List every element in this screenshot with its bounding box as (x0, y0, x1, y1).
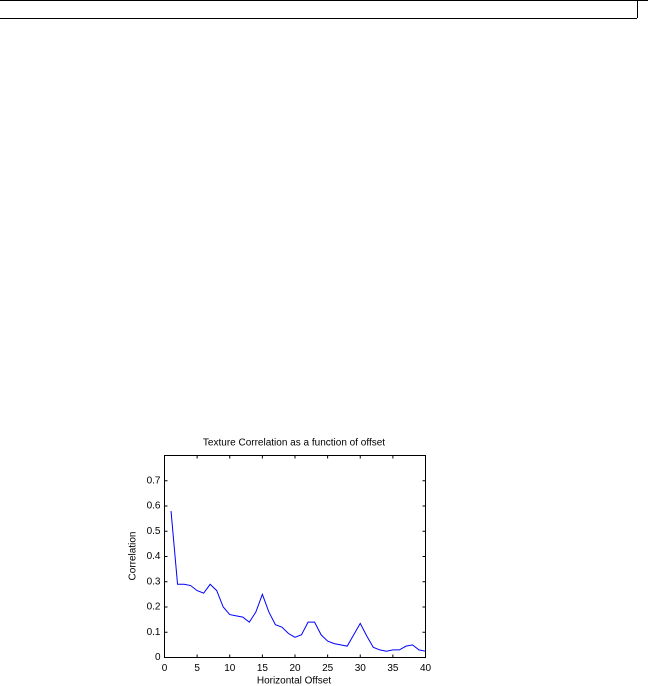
x-tick-label: 40 (420, 663, 432, 674)
y-tick-label: 0.4 (147, 551, 161, 562)
x-tick-label: 10 (224, 663, 236, 674)
y-tick-label: 0.3 (147, 576, 161, 587)
x-tick-label: 30 (355, 663, 367, 674)
chart-title: Texture Correlation as a function of off… (203, 438, 385, 449)
x-tick-label: 20 (289, 663, 301, 674)
y-tick-label: 0 (155, 652, 161, 663)
axes-box (164, 455, 426, 658)
y-tick-label: 0.2 (147, 602, 161, 613)
x-tick-label: 25 (322, 663, 334, 674)
x-tick-label: 15 (257, 663, 269, 674)
x-tick-label: 0 (162, 663, 168, 674)
x-axis-label: Horizontal Offset (257, 676, 332, 686)
y-tick-label: 0.7 (147, 475, 161, 486)
data-line (170, 511, 426, 652)
y-tick-label: 0.5 (147, 526, 161, 537)
y-tick-label: 0.6 (147, 501, 161, 512)
y-axis-label: Correlation (128, 532, 139, 581)
x-tick-label: 35 (387, 663, 399, 674)
x-tick-label: 5 (194, 663, 200, 674)
y-tick-label: 0.1 (147, 627, 161, 638)
